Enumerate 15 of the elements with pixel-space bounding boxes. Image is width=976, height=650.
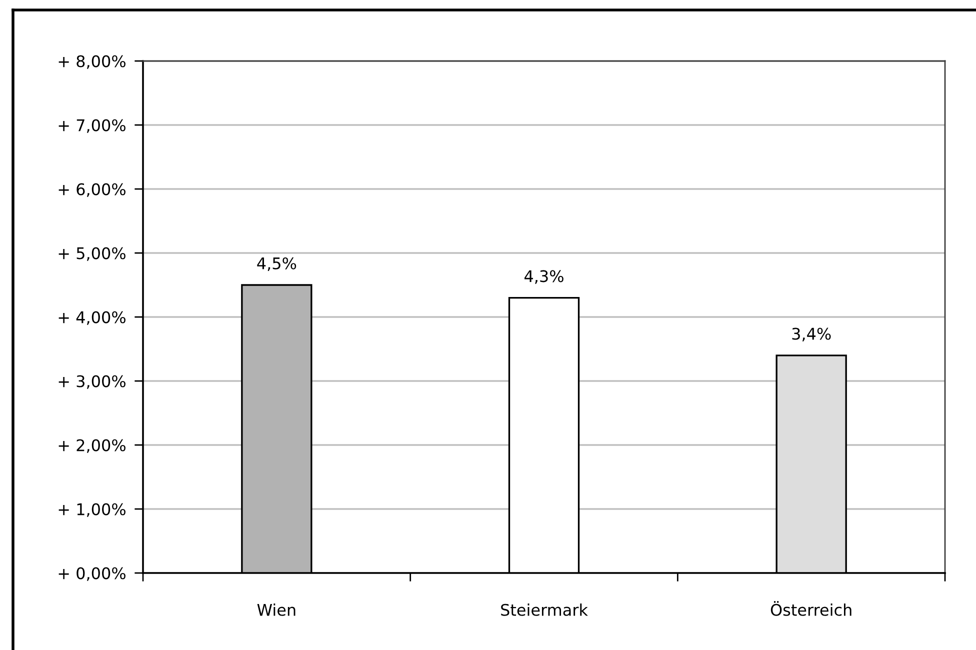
x-tick-label: Wien — [257, 604, 296, 616]
y-tick-label: + 7,00% — [58, 119, 126, 133]
y-tick-label: + 2,00% — [58, 439, 126, 453]
data-label: 4,5% — [257, 257, 296, 272]
y-tick-label: + 6,00% — [58, 183, 126, 197]
data-label: 4,3% — [524, 270, 564, 284]
x-tick-label: Österreich — [770, 601, 852, 616]
data-label: 3,4% — [792, 328, 831, 342]
y-tick-label: + 4,00% — [58, 311, 126, 325]
y-tick-label: + 0,00% — [58, 567, 126, 581]
y-tick-label: + 1,00% — [58, 503, 126, 517]
y-tick-label: + 5,00% — [58, 247, 126, 261]
y-tick-label: + 3,00% — [58, 375, 126, 389]
y-tick-label: + 8,00% — [58, 55, 126, 69]
x-tick-label: Steiermark — [501, 604, 588, 616]
